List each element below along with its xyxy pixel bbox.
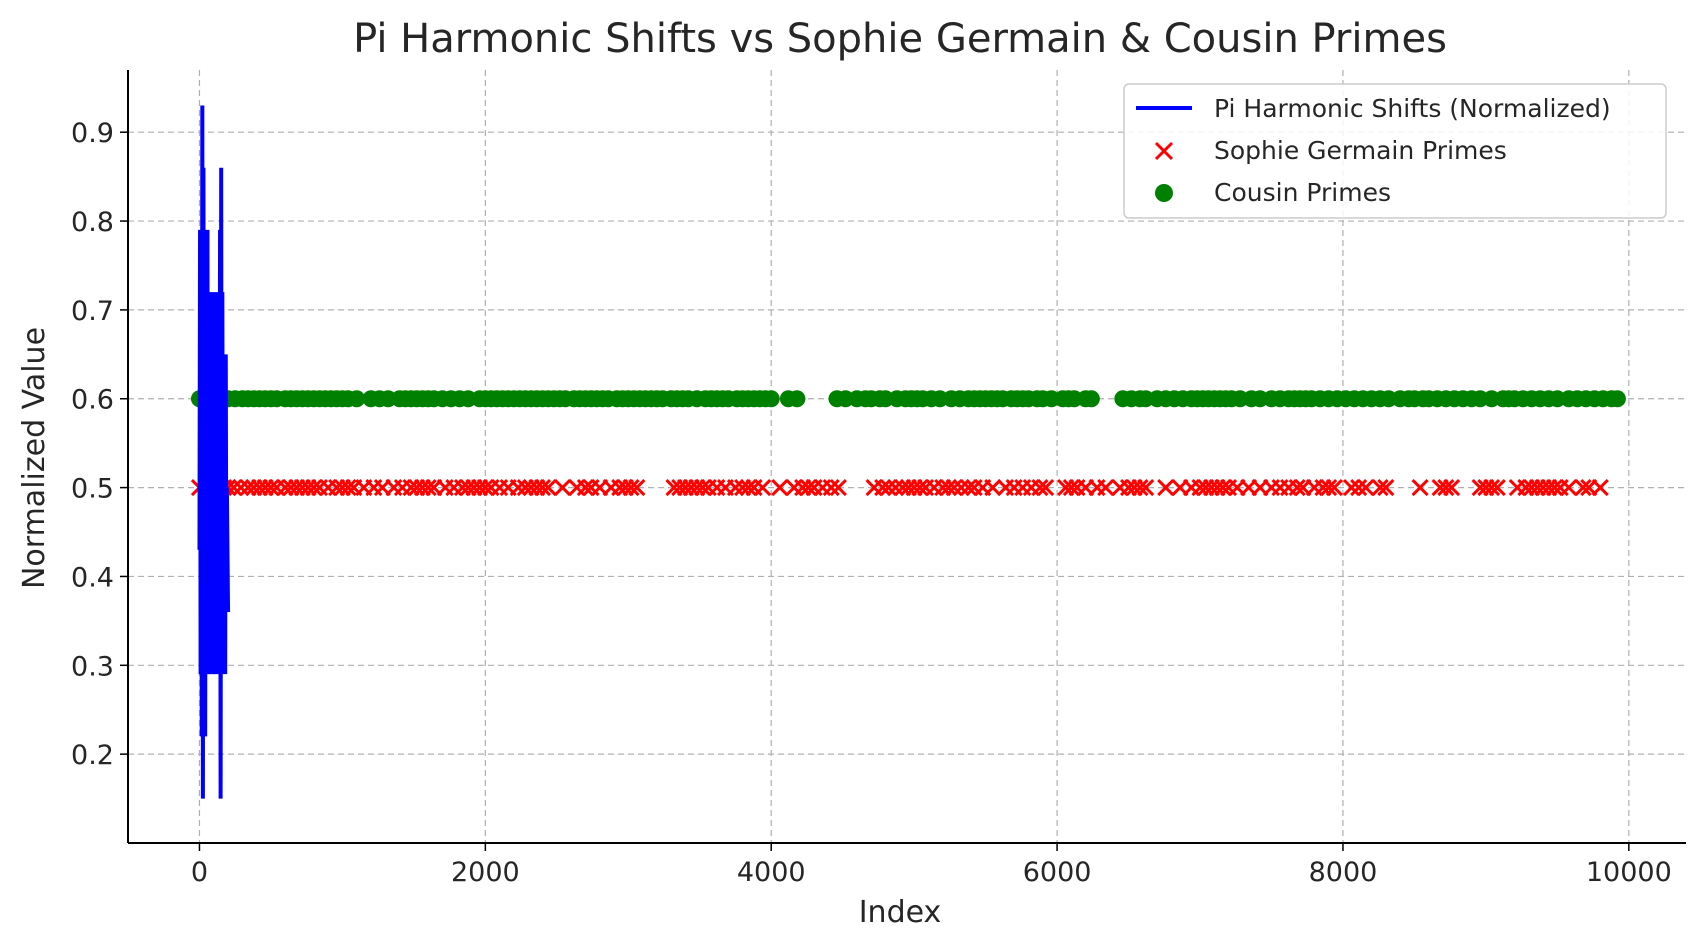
sophie-germain-point: [1591, 479, 1609, 497]
x-tick-label: 2000: [451, 857, 520, 888]
sophie-germain-point: [539, 479, 557, 497]
y-tick-label: 0.6: [71, 385, 114, 416]
sophie-germain-point: [1437, 479, 1455, 497]
legend: Pi Harmonic Shifts (Normalized) Sophie G…: [1123, 83, 1667, 219]
sophie-germain-point: [622, 479, 640, 497]
x-tick-label: 6000: [1023, 857, 1092, 888]
y-tick-label: 0.2: [71, 740, 114, 771]
sophie-germain-point: [232, 479, 250, 497]
sophie-germain-point: [799, 479, 817, 497]
sophie-germain-point: [1371, 479, 1389, 497]
sophie-germain-point: [822, 479, 840, 497]
sophie-germain-point: [1288, 479, 1306, 497]
sophie-germain-point: [771, 479, 789, 497]
sophie-germain-point: [1443, 479, 1461, 497]
sophie-germain-point: [1097, 479, 1115, 497]
y-tick-label: 0.7: [71, 296, 114, 327]
cousin-prime-point: [762, 390, 780, 408]
pi-harmonic-line: [197, 105, 231, 799]
sophie-germain-point: [984, 479, 1002, 497]
sophie-germain-point: [879, 479, 897, 497]
sophie-germain-point: [1560, 479, 1578, 497]
sophie-germain-point: [952, 479, 970, 497]
sophie-germain-point: [754, 479, 772, 497]
sophie-germain-point: [1350, 479, 1368, 497]
cousin-prime-point: [1082, 390, 1100, 408]
sophie-germain-point: [262, 479, 280, 497]
sophie-germain-point: [959, 479, 978, 497]
sophie-germain-point: [1357, 479, 1375, 497]
sophie-germain-point: [628, 479, 646, 497]
sophie-germain-point: [1488, 479, 1506, 497]
sophie-germain-point: [726, 479, 745, 497]
legend-label-sophie-germain: Sophie Germain Primes: [1214, 136, 1507, 165]
sophie-germain-point: [553, 479, 572, 497]
legend-x-marker: [1154, 141, 1174, 161]
sophie-germain-point: [1325, 479, 1343, 497]
y-axis-label: Normalized Value: [17, 327, 52, 589]
legend-circle-marker: [1155, 184, 1173, 202]
sophie-germain-point: [1131, 479, 1149, 497]
legend-label-pi-harmonic: Pi Harmonic Shifts (Normalized): [1214, 94, 1611, 123]
y-tick-label: 0.3: [71, 651, 114, 682]
sophie-germain-point: [1342, 479, 1361, 497]
x-axis-label: Index: [859, 895, 942, 930]
x-tick-label: 10000: [1586, 857, 1672, 888]
data-layer: [190, 105, 1626, 799]
sophie-germain-point: [1483, 479, 1501, 497]
sophie-germain-point: [1545, 479, 1564, 497]
sophie-germain-point: [694, 479, 712, 497]
sophie-germain-point: [887, 479, 905, 497]
x-tick-label: 4000: [737, 857, 806, 888]
sophie-germain-point: [939, 479, 958, 497]
legend-x-glyph: [1154, 141, 1174, 161]
cousin-prime-point: [348, 390, 366, 408]
legend-label-cousin: Cousin Primes: [1214, 178, 1391, 207]
y-tick-label: 0.8: [71, 207, 114, 238]
sophie-germain-point: [533, 479, 552, 497]
sophie-germain-point: [1574, 479, 1592, 497]
sophie-germain-point: [1157, 479, 1175, 497]
sophie-germain-point: [1031, 479, 1049, 497]
sophie-germain-point: [1411, 479, 1429, 497]
y-tick-label: 0.9: [71, 118, 114, 149]
sophie-germain-point: [874, 479, 892, 497]
sophie-germain-point: [1377, 479, 1395, 497]
sophie-germain-point: [305, 479, 323, 497]
sophie-germain-point: [1320, 479, 1338, 497]
y-tick-label: 0.5: [71, 474, 114, 505]
sophie-germain-point: [1062, 479, 1080, 497]
sophie-germain-point: [1137, 479, 1155, 497]
grid-layer: [128, 70, 1686, 843]
cousin-prime-point: [1608, 390, 1626, 408]
sophie-germain-point: [576, 479, 594, 497]
sophie-germain-point: [911, 479, 929, 497]
sophie-germain-point: [739, 479, 757, 497]
legend-frame: [1123, 83, 1667, 219]
sophie-germain-point: [829, 479, 847, 497]
chart-title: Pi Harmonic Shifts vs Sophie Germain & C…: [353, 16, 1447, 62]
sophie-germain-point: [476, 479, 494, 497]
cousin-prime-point: [788, 390, 806, 408]
x-tick-label: 8000: [1309, 857, 1378, 888]
sophie-germain-point: [339, 479, 357, 497]
sophie-germain-point: [509, 479, 527, 497]
sophie-germain-point: [1037, 479, 1055, 497]
sophie-germain-point: [945, 479, 963, 497]
x-tick-label: 0: [191, 857, 208, 888]
axes-layer: 0 2000 4000 6000 8000 10000 0.2 0.3 0.4 0.5 0.6 0.7…: [71, 70, 1686, 888]
sophie-germain-point: [1214, 479, 1232, 497]
sophie-germain-point: [419, 479, 437, 497]
y-tick-label: 0.4: [71, 562, 114, 593]
